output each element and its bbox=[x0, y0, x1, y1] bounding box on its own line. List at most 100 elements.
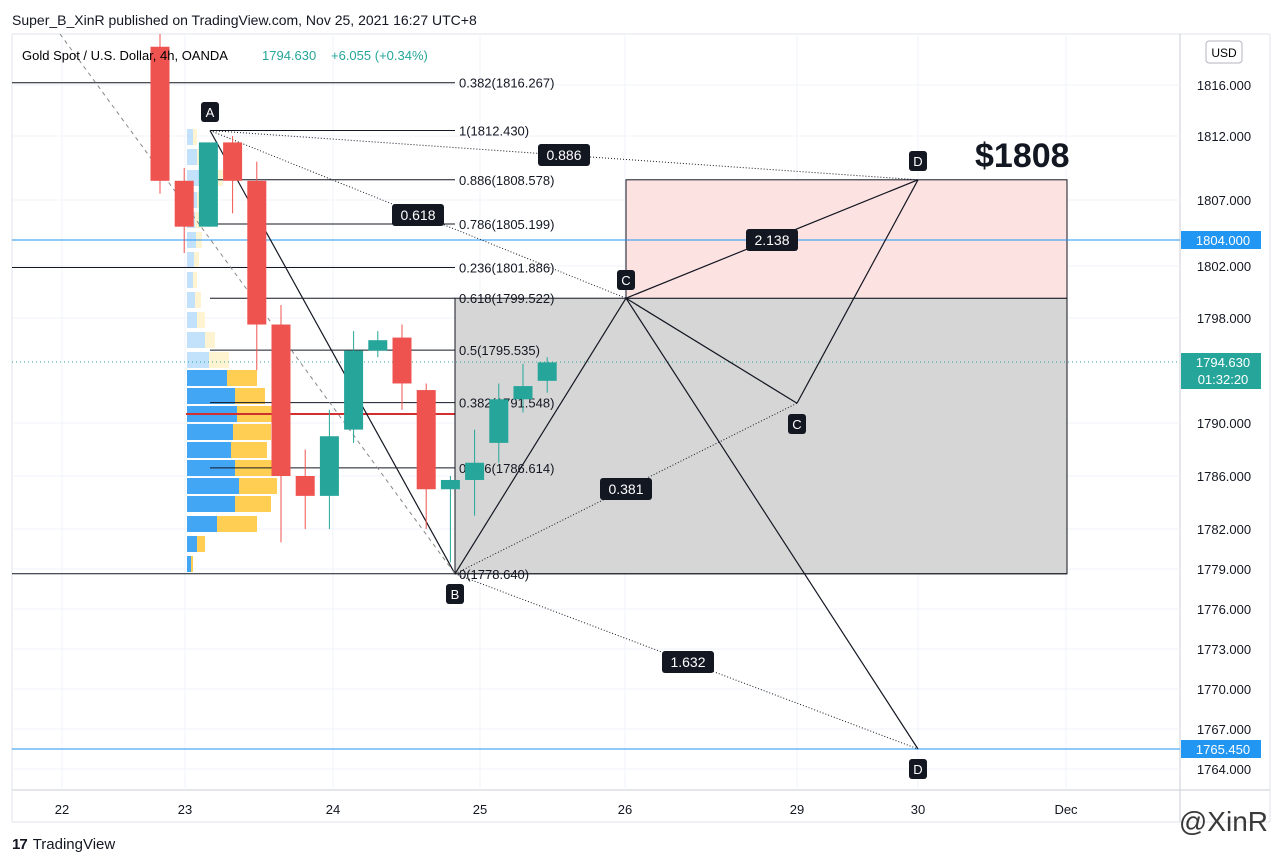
candle-body bbox=[247, 180, 267, 325]
candle-body bbox=[198, 142, 218, 227]
volume-bar-up bbox=[187, 312, 197, 328]
fib-level-label: 0.886(1808.578) bbox=[459, 173, 554, 188]
volume-bar-up bbox=[187, 272, 193, 288]
price-tick-label: 1786.000 bbox=[1197, 469, 1251, 484]
volume-bar-down bbox=[235, 496, 271, 512]
currency-button[interactable] bbox=[1205, 40, 1243, 64]
ratio-label: 0.381 bbox=[608, 481, 643, 497]
price-tick-label: 1807.000 bbox=[1197, 193, 1251, 208]
candle-body bbox=[344, 350, 364, 430]
price-tick-label: 1776.000 bbox=[1197, 602, 1251, 617]
pattern-labels: 0.886 0.618 2.138 0.381 1.632 A B C D C D bbox=[201, 102, 927, 779]
volume-bar-down bbox=[231, 442, 267, 458]
price-tick-label: 1764.000 bbox=[1197, 762, 1251, 777]
volume-bar-up bbox=[187, 496, 235, 512]
ratio-label: 2.138 bbox=[754, 232, 789, 248]
candle-body bbox=[489, 399, 509, 443]
price-label-box bbox=[1181, 353, 1261, 389]
price-tick-label: 1779.000 bbox=[1197, 562, 1251, 577]
volume-bar-down bbox=[227, 370, 257, 386]
ratio-label: 0.618 bbox=[400, 207, 435, 223]
ratio-badge bbox=[538, 144, 590, 166]
volume-bar-up bbox=[187, 129, 193, 145]
volume-bar-up bbox=[187, 352, 209, 368]
volume-bar-down bbox=[235, 388, 265, 404]
pattern-leg bbox=[625, 297, 798, 404]
candle-body bbox=[295, 476, 315, 496]
volume-bar-down bbox=[205, 332, 215, 348]
pattern-leg bbox=[625, 297, 919, 750]
symbol-price: 1794.630 bbox=[262, 48, 316, 63]
volume-bar-up bbox=[187, 332, 205, 348]
pattern-leg bbox=[454, 297, 627, 575]
pattern-point-badge bbox=[446, 584, 464, 604]
volume-bar-down bbox=[197, 536, 205, 552]
author-watermark: @XinR bbox=[1178, 806, 1268, 837]
volume-bar-up bbox=[187, 556, 191, 572]
price-label-value: 1794.630 bbox=[1196, 355, 1250, 370]
price-tick-label: 1782.000 bbox=[1197, 522, 1251, 537]
fib-level-label: 0.786(1805.199) bbox=[459, 217, 554, 232]
volume-profile bbox=[186, 129, 578, 572]
ratio-badge bbox=[662, 651, 714, 673]
pattern-leg bbox=[796, 179, 919, 404]
fib-level-label: 0.5(1795.535) bbox=[459, 343, 540, 358]
ratio-badge bbox=[392, 204, 444, 226]
candles bbox=[150, 34, 557, 563]
volume-bar-down bbox=[197, 312, 205, 328]
price-label-value: 1804.000 bbox=[1196, 233, 1250, 248]
candle-body bbox=[416, 390, 436, 490]
time-tick-label: 24 bbox=[326, 802, 340, 817]
volume-bar-down bbox=[195, 292, 201, 308]
candle-body bbox=[319, 436, 339, 496]
candle-body bbox=[537, 362, 557, 381]
pattern-point-label: B bbox=[451, 587, 460, 602]
brand-name[interactable]: TradingView bbox=[32, 836, 116, 853]
price-tick-label: 1816.000 bbox=[1197, 78, 1251, 93]
tradingview-logo-icon: 17 bbox=[12, 836, 28, 853]
volume-bar-down bbox=[193, 129, 197, 145]
fib-level-label: 0.382(1816.267) bbox=[459, 76, 554, 91]
target-zone-box bbox=[625, 179, 1068, 299]
horizontal-lines bbox=[12, 239, 1180, 750]
pattern-range-box bbox=[454, 297, 1068, 575]
candle-body bbox=[465, 462, 485, 480]
pattern-point-badge bbox=[909, 759, 927, 779]
ratio-badge bbox=[600, 478, 652, 500]
candle-body bbox=[174, 180, 194, 227]
volume-bar-down bbox=[194, 252, 199, 268]
price-tick-label: 1802.000 bbox=[1197, 259, 1251, 274]
symbol-name: Gold Spot / U.S. Dollar, 4h, OANDA bbox=[22, 48, 228, 63]
pattern-point-label: A bbox=[206, 105, 215, 120]
fib-level-label: 0.618(1799.522) bbox=[459, 291, 554, 306]
volume-bar-down bbox=[217, 516, 257, 532]
volume-bar-up bbox=[187, 516, 217, 532]
price-label-value: 1765.450 bbox=[1196, 742, 1250, 757]
time-tick-label: 23 bbox=[178, 802, 192, 817]
ratio-label: 1.632 bbox=[670, 654, 705, 670]
price-label-box bbox=[1181, 231, 1261, 249]
volume-bar-up bbox=[187, 292, 195, 308]
volume-bar-down bbox=[191, 556, 193, 572]
pattern-point-label: D bbox=[913, 762, 922, 777]
candle-body bbox=[223, 142, 243, 181]
symbol-change: +6.055 (+0.34%) bbox=[331, 48, 428, 63]
price-tick-label: 1773.000 bbox=[1197, 642, 1251, 657]
candle-body bbox=[513, 386, 533, 400]
price-tick-label: 1790.000 bbox=[1197, 416, 1251, 431]
publish-info: Super_B_XinR published on TradingView.co… bbox=[12, 12, 477, 28]
price-tick-label: 1812.000 bbox=[1197, 129, 1251, 144]
price-axis: 1816.000 1812.000 1807.000 1802.000 1798.000… bbox=[1181, 78, 1261, 777]
pattern-point-badge bbox=[201, 102, 219, 122]
volume-bar-down bbox=[239, 478, 277, 494]
candle-body bbox=[440, 479, 460, 490]
currency-label: USD bbox=[1211, 46, 1237, 60]
price-tick-label: 1770.000 bbox=[1197, 682, 1251, 697]
volume-bar-up bbox=[187, 388, 235, 404]
volume-bar-down bbox=[209, 352, 229, 368]
volume-bar-up bbox=[187, 252, 194, 268]
time-tick-label: 29 bbox=[790, 802, 804, 817]
candle-body bbox=[150, 46, 170, 181]
time-tick-label: 22 bbox=[55, 802, 69, 817]
